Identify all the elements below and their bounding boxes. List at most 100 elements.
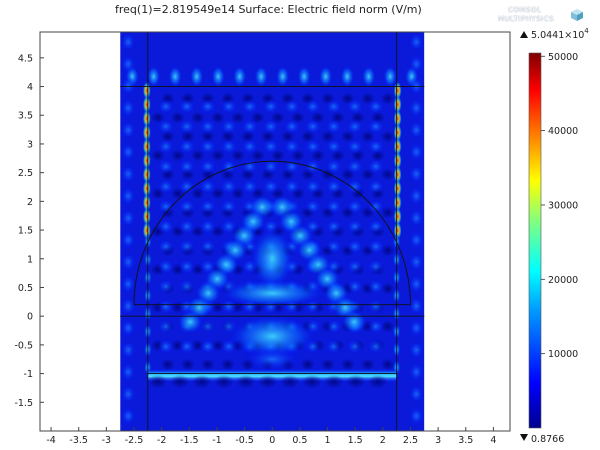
heat-spot-184 — [240, 98, 259, 115]
heat-spot-429 — [250, 226, 295, 291]
heat-spot-265 — [324, 238, 343, 255]
heat-spot-354 — [393, 193, 402, 212]
y-tick-label: 2.5 — [18, 168, 33, 179]
heat-spot-248 — [198, 218, 217, 235]
heat-spot-231 — [303, 178, 322, 195]
heat-spot-311 — [366, 318, 385, 335]
heat-spot-229 — [261, 178, 280, 195]
heat-spot-59 — [380, 168, 395, 181]
heat-spot-339 — [142, 95, 151, 114]
y-tick-label: 3 — [27, 139, 33, 150]
heat-spot-401 — [120, 318, 137, 338]
heat-spot-180 — [156, 98, 175, 115]
heat-spot-188 — [324, 98, 343, 115]
y-tick-label: -0.5 — [14, 340, 33, 351]
heat-spot-227 — [219, 178, 238, 195]
heat-spot-330 — [275, 65, 290, 88]
heat-spot-335 — [383, 65, 398, 88]
heat-spot-34 — [360, 130, 375, 143]
heat-spot-199 — [324, 118, 343, 135]
heat-spot-309 — [324, 318, 343, 335]
heat-spot-430 — [217, 279, 328, 308]
heat-spot-384 — [408, 120, 425, 140]
heat-spot-303 — [198, 318, 217, 335]
heat-spot-379 — [120, 76, 137, 96]
heat-spot-352 — [393, 179, 402, 198]
heat-spot-403 — [120, 340, 137, 360]
colorbar-gradient — [528, 52, 542, 429]
heat-spot-230 — [282, 178, 301, 195]
heat-spot-220 — [303, 158, 322, 175]
heat-spot-404 — [408, 340, 425, 360]
heat-spot-203 — [177, 138, 196, 155]
heat-spot-402 — [408, 318, 425, 338]
heat-spot-337 — [142, 81, 151, 100]
heat-spot-334 — [361, 65, 376, 88]
heat-spot-427 — [177, 309, 204, 334]
heat-spot-428 — [341, 309, 368, 334]
x-tick-label: -1 — [212, 435, 221, 446]
y-tick-label: 0.5 — [18, 283, 33, 294]
heat-spot-200 — [345, 118, 364, 135]
heat-spot-406 — [408, 362, 425, 382]
heat-spot-185 — [261, 98, 280, 115]
heat-spot-321 — [345, 338, 364, 355]
heat-spot-236 — [177, 198, 196, 215]
heat-spot-325 — [168, 65, 183, 88]
heat-spot-435 — [191, 374, 212, 389]
heat-spot-208 — [282, 138, 301, 155]
heat-spot-351 — [142, 179, 151, 198]
heat-spot-219 — [282, 158, 301, 175]
heat-spot-289 — [366, 278, 385, 295]
heat-spot-267 — [366, 238, 385, 255]
heat-spot-257 — [156, 238, 175, 255]
heat-spot-346 — [393, 137, 402, 156]
min-arrow-icon — [520, 434, 528, 441]
heat-spot-14 — [190, 111, 205, 124]
heat-spot-434 — [169, 374, 190, 389]
heat-spot-83 — [380, 206, 395, 219]
heat-spot-196 — [261, 118, 280, 135]
heat-spot-193 — [198, 118, 217, 135]
heat-spot-391 — [120, 208, 137, 228]
heat-spot-247 — [177, 218, 196, 235]
x-tick-label: 4 — [490, 435, 496, 446]
y-tick-label: 2 — [27, 197, 33, 208]
x-tick-label: 0.5 — [292, 435, 307, 446]
logo-line-2: MULTIPHYSICS — [498, 15, 555, 23]
heat-spot-244 — [345, 198, 364, 215]
heat-spot-279 — [156, 278, 175, 295]
heat-spot-215 — [198, 158, 217, 175]
x-tick-label: -3.5 — [69, 435, 88, 446]
heat-spot-388 — [408, 164, 425, 184]
heat-spot-169 — [180, 358, 195, 371]
heat-spot-181 — [177, 98, 196, 115]
heat-spot-340 — [393, 95, 402, 114]
heat-spot-347 — [142, 151, 151, 170]
heat-spot-38 — [190, 149, 205, 162]
heat-spot-210 — [324, 138, 343, 155]
heat-spot-207 — [261, 138, 280, 155]
heat-spot-192 — [177, 118, 196, 135]
heat-spot-441 — [323, 374, 344, 389]
heat-spot-225 — [177, 178, 196, 195]
heat-spot-268 — [156, 258, 175, 275]
heat-spot-256 — [366, 218, 385, 235]
heat-spot-11 — [380, 92, 395, 105]
heat-spot-232 — [324, 178, 343, 195]
axes-frame — [39, 31, 511, 432]
heat-spot-397 — [120, 274, 137, 294]
heat-spot-442 — [345, 374, 366, 389]
heat-spot-431 — [227, 314, 318, 359]
heat-spot-328 — [232, 65, 247, 88]
heat-spot-443 — [367, 374, 388, 389]
heat-spot-222 — [345, 158, 364, 175]
heat-spot-209 — [303, 138, 322, 155]
heat-spot-356 — [393, 207, 402, 226]
x-axis: -4 -3.5 -3 -2.5 -2 -1.5 -1 -0.5 0 0.5 1 1.5 2 2.5 3 3.5… — [46, 427, 496, 446]
heat-spot-390 — [408, 186, 425, 206]
heat-spot-439 — [279, 374, 300, 389]
heat-spot-344 — [393, 123, 402, 142]
heat-spot-258 — [177, 238, 196, 255]
x-tick-label: 1.5 — [348, 435, 363, 446]
